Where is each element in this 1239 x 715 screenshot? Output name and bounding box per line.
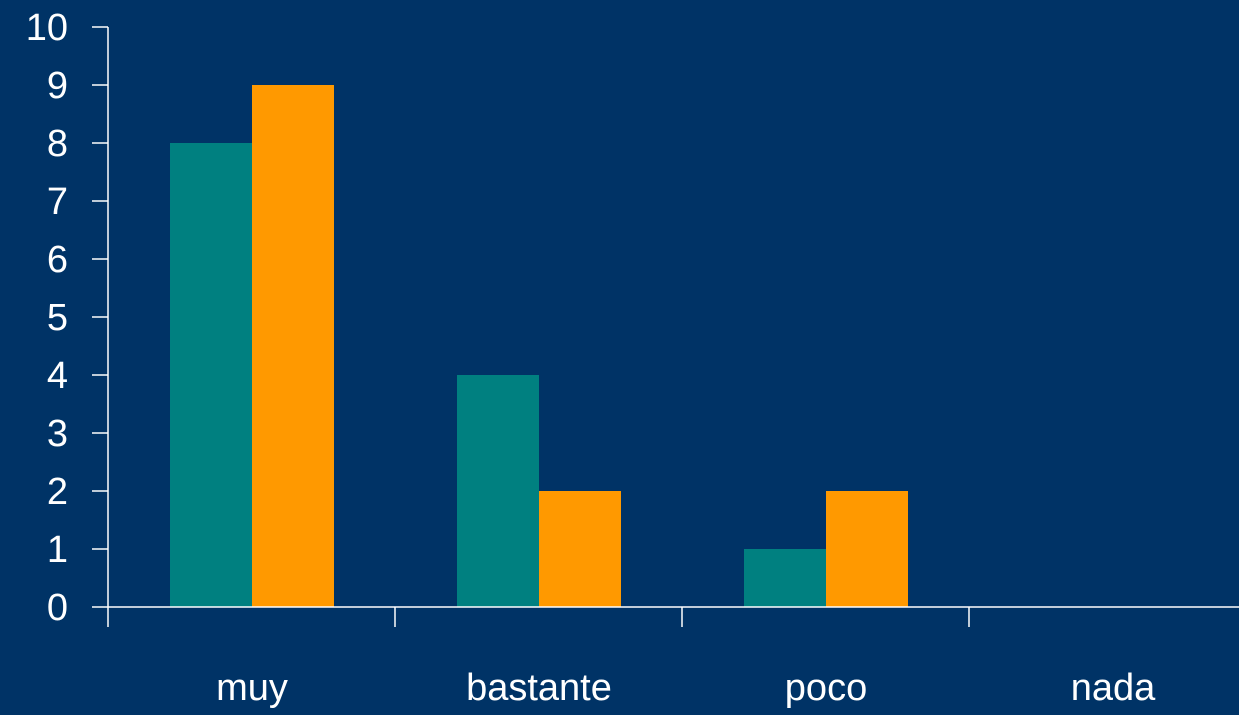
labels-layer: 0 1 2 3 4 5 6 7 8 9 10 muy bastante poco nada: [26, 7, 1156, 709]
bar-bastante-series-2: [539, 491, 621, 607]
y-tick-label-4: 4: [47, 355, 68, 397]
bars-layer: [170, 85, 908, 607]
y-tick-label-0: 0: [47, 587, 68, 629]
y-tick-label-2: 2: [47, 471, 68, 513]
y-tick-label-9: 9: [47, 65, 68, 107]
bar-poco-series-2: [826, 491, 908, 607]
y-tick-label-5: 5: [47, 297, 68, 339]
bar-bastante-series-1: [457, 375, 539, 607]
y-tick-label-8: 8: [47, 123, 68, 165]
y-tick-label-6: 6: [47, 239, 68, 281]
axes-layer: [92, 26, 1239, 627]
bar-poco-series-1: [744, 549, 826, 607]
bar-muy-series-1: [170, 143, 252, 607]
x-category-label-poco: poco: [785, 667, 867, 709]
y-tick-label-10: 10: [26, 7, 68, 49]
x-category-label-bastante: bastante: [466, 667, 612, 709]
x-category-label-muy: muy: [216, 667, 288, 709]
y-tick-label-1: 1: [47, 529, 68, 571]
x-category-label-nada: nada: [1071, 667, 1156, 709]
y-tick-label-3: 3: [47, 413, 68, 455]
bar-muy-series-2: [252, 85, 334, 607]
y-tick-label-7: 7: [47, 181, 68, 223]
